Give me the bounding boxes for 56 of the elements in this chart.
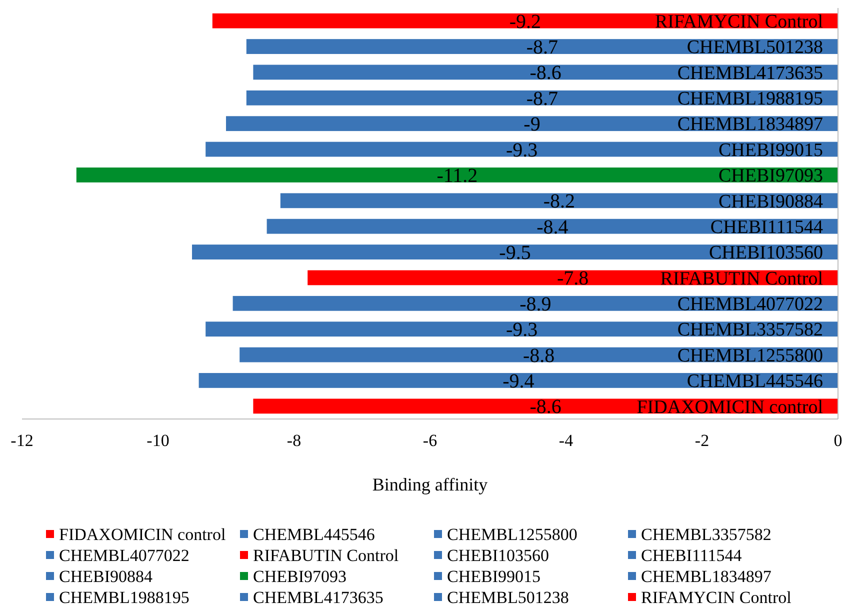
data-label: -8.4 — [536, 216, 568, 238]
legend-label: CHEMBL1988195 — [59, 588, 190, 605]
data-label: -8.7 — [526, 36, 558, 59]
y-tick-label: FIDAXOMICIN control — [636, 396, 823, 418]
data-label: -9.2 — [509, 10, 542, 33]
legend-label: CHEMBL1255800 — [447, 524, 578, 544]
y-tick-label: CHEBI97093 — [718, 166, 823, 187]
data-label: -9.3 — [506, 319, 538, 342]
y-tick-label: CHEMBL501238 — [686, 37, 823, 58]
data-label: -9.4 — [502, 370, 534, 392]
legend-label: CHEMBL4077022 — [59, 546, 190, 565]
y-tick-label: CHEMBL1988195 — [677, 88, 823, 110]
y-tick-label: CHEBI99015 — [718, 140, 823, 161]
x-tick-label: -2 — [694, 430, 710, 450]
legend-label: CHEBI97093 — [253, 566, 346, 586]
legend-label: CHEBI103560 — [447, 546, 549, 565]
data-label: -7.8 — [556, 268, 589, 290]
y-tick-label: CHEMBL3357582 — [677, 320, 823, 341]
y-tick-label: CHEBI111544 — [710, 216, 824, 238]
x-tick-label: -8 — [286, 430, 302, 450]
data-label: -8.8 — [522, 344, 555, 367]
data-label: -8.2 — [543, 190, 576, 213]
y-tick-label: CHEMBL445546 — [686, 371, 823, 392]
data-label: -9 — [524, 114, 540, 136]
legend-label: CHEMBL501238 — [447, 588, 569, 605]
x-tick-label: -12 — [10, 430, 34, 450]
x-axis-title: Binding affinity — [372, 474, 488, 494]
y-tick-label: CHEBI103560 — [709, 242, 823, 264]
y-tick-label: RIFAMYCIN Control — [654, 11, 823, 32]
x-tick-label: -6 — [422, 430, 438, 450]
x-tick-label: 0 — [834, 430, 842, 450]
data-label: -8.9 — [520, 293, 552, 316]
legend-label: CHEMBL3357582 — [641, 524, 772, 544]
legend-label: CHEBI90884 — [59, 566, 153, 586]
y-tick-label: CHEMBL1834897 — [677, 114, 823, 136]
y-tick-label: CHEBI90884 — [718, 191, 824, 212]
data-label: -11.2 — [436, 164, 478, 187]
y-tick-label: CHEMBL1255800 — [677, 345, 823, 366]
legend-label: CHEMBL4173635 — [253, 588, 384, 605]
data-label: -8.7 — [526, 88, 558, 110]
data-label: -9.5 — [499, 242, 531, 264]
legend-label: CHEMBL1834897 — [641, 566, 772, 586]
legend-label: CHEMBL445546 — [253, 524, 375, 544]
legend-label: RIFAMYCIN Control — [641, 588, 792, 605]
data-label: -8.6 — [530, 62, 562, 84]
y-tick-label: CHEMBL4173635 — [677, 62, 823, 84]
data-label: -8.6 — [530, 396, 562, 418]
y-tick-label: RIFABUTIN Control — [660, 268, 823, 290]
y-tick-label: CHEMBL4077022 — [677, 294, 823, 316]
legend-label: FIDAXOMICIN control — [59, 524, 226, 544]
legend-label: CHEBI111544 — [641, 546, 742, 565]
data-label: -9.3 — [506, 139, 538, 162]
legend-label: CHEBI99015 — [447, 566, 540, 586]
x-tick-label: -10 — [146, 430, 170, 450]
x-tick-label: -4 — [558, 430, 574, 450]
legend-label: RIFABUTIN Control — [253, 546, 399, 565]
